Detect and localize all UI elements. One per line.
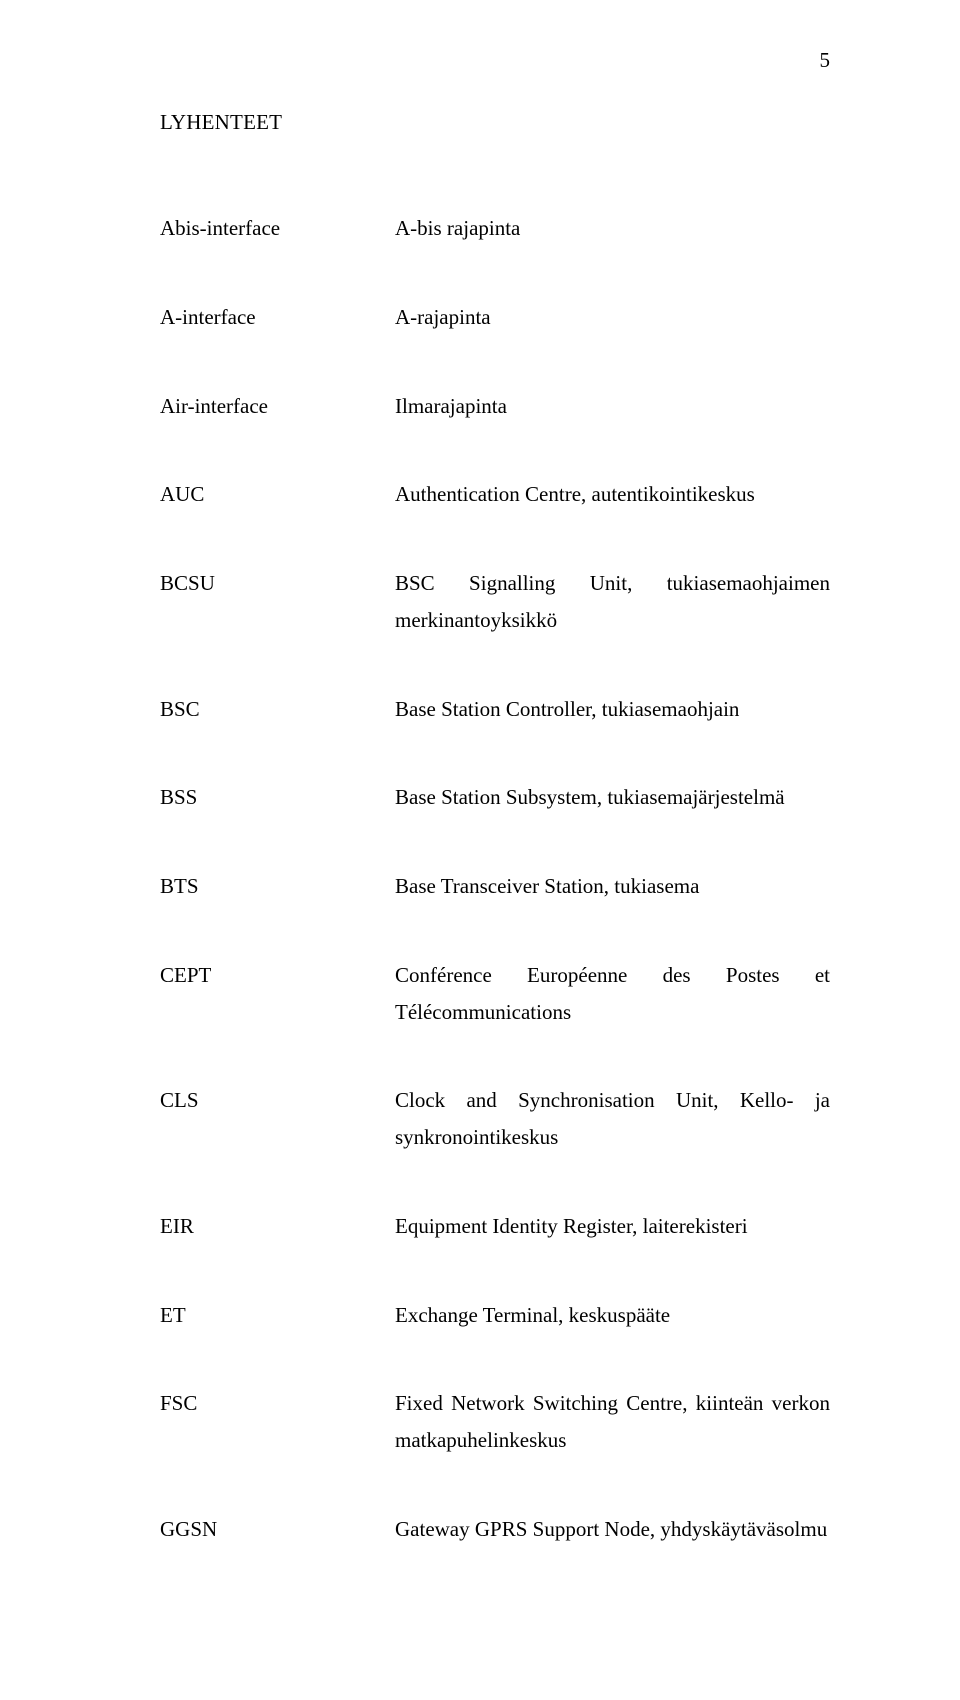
abbreviation-term: A-interface [160, 299, 395, 336]
abbreviation-term: CLS [160, 1082, 395, 1119]
abbreviation-description: Base Station Controller, tukiasemaohjain [395, 691, 830, 728]
document-page: 5 LYHENTEET Abis-interfaceA-bis rajapint… [0, 0, 960, 1700]
abbreviation-description: Base Transceiver Station, tukiasema [395, 868, 830, 905]
abbreviation-description: Gateway GPRS Support Node, yhdyskäytäväs… [395, 1511, 830, 1548]
abbreviation-description: Ilmarajapinta [395, 388, 830, 425]
abbreviation-term: BCSU [160, 565, 395, 602]
abbreviation-description: BSC Signalling Unit, tukiasemaohjaimen m… [395, 565, 830, 639]
abbreviation-entry: GGSNGateway GPRS Support Node, yhdyskäyt… [160, 1511, 830, 1548]
abbreviation-description: Exchange Terminal, keskuspääte [395, 1297, 830, 1334]
abbreviation-entry: BSSBase Station Subsystem, tukiasemajärj… [160, 779, 830, 816]
abbreviation-entry: EIREquipment Identity Register, laiterek… [160, 1208, 830, 1245]
abbreviation-description: Base Station Subsystem, tukiasemajärjest… [395, 779, 830, 816]
abbreviation-entry: Air-interfaceIlmarajapinta [160, 388, 830, 425]
abbreviation-term: ET [160, 1297, 395, 1334]
abbreviation-term: CEPT [160, 957, 395, 994]
abbreviation-term: FSC [160, 1385, 395, 1422]
abbreviation-entry: BCSUBSC Signalling Unit, tukiasemaohjaim… [160, 565, 830, 639]
abbreviation-entry: FSCFixed Network Switching Centre, kiint… [160, 1385, 830, 1459]
abbreviation-entry: AUCAuthentication Centre, autentikointik… [160, 476, 830, 513]
abbreviation-entry: ETExchange Terminal, keskuspääte [160, 1297, 830, 1334]
abbreviation-description: A-bis rajapinta [395, 210, 830, 247]
abbreviation-term: BSS [160, 779, 395, 816]
abbreviation-entry: A-interfaceA-rajapinta [160, 299, 830, 336]
abbreviation-description: Fixed Network Switching Centre, kiinteän… [395, 1385, 830, 1459]
abbreviation-entry: Abis-interfaceA-bis rajapinta [160, 210, 830, 247]
abbreviation-description: Equipment Identity Register, laiterekist… [395, 1208, 830, 1245]
abbreviation-description: Authentication Centre, autentikointikesk… [395, 476, 830, 513]
abbreviation-entry: CLSClock and Synchronisation Unit, Kello… [160, 1082, 830, 1156]
abbreviation-list: Abis-interfaceA-bis rajapinta A-interface… [160, 210, 830, 1548]
abbreviation-term: GGSN [160, 1511, 395, 1548]
abbreviation-term: AUC [160, 476, 395, 513]
page-title: LYHENTEET [160, 110, 830, 135]
abbreviation-description: Clock and Synchronisation Unit, Kello- j… [395, 1082, 830, 1156]
abbreviation-term: Abis-interface [160, 210, 395, 247]
abbreviation-description: Conférence Européenne des Postes et Télé… [395, 957, 830, 1031]
abbreviation-term: Air-interface [160, 388, 395, 425]
page-number: 5 [820, 48, 831, 73]
abbreviation-entry: CEPTConférence Européenne des Postes et … [160, 957, 830, 1031]
abbreviation-entry: BTSBase Transceiver Station, tukiasema [160, 868, 830, 905]
abbreviation-entry: BSCBase Station Controller, tukiasemaohj… [160, 691, 830, 728]
abbreviation-term: BTS [160, 868, 395, 905]
abbreviation-term: EIR [160, 1208, 395, 1245]
abbreviation-description: A-rajapinta [395, 299, 830, 336]
abbreviation-term: BSC [160, 691, 395, 728]
